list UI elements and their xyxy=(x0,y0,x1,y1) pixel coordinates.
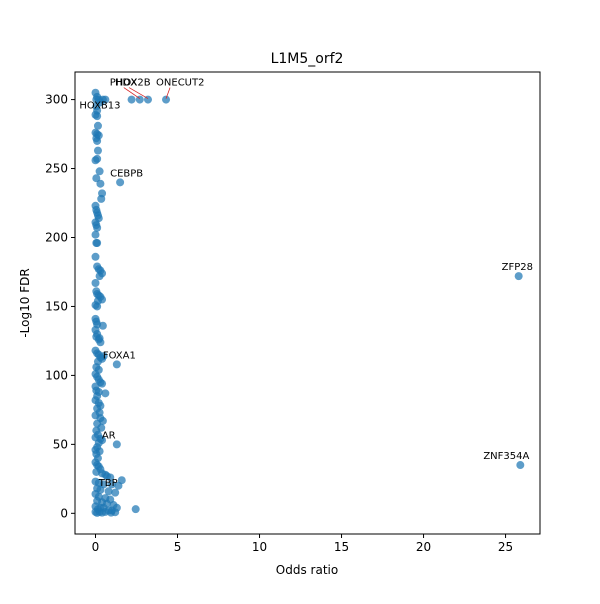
leader-line xyxy=(165,87,171,99)
data-point xyxy=(101,95,110,104)
data-point xyxy=(101,389,110,398)
data-point xyxy=(93,136,102,145)
data-point xyxy=(112,440,121,449)
data-point xyxy=(98,379,107,388)
data-point xyxy=(91,230,100,239)
point-label: ZFP28 xyxy=(502,262,533,273)
data-point xyxy=(91,252,100,261)
data-point xyxy=(98,321,107,330)
y-tick-label: 200 xyxy=(45,230,68,244)
data-point xyxy=(93,302,102,311)
data-point xyxy=(91,279,100,287)
x-tick-label: 25 xyxy=(498,540,513,554)
data-point xyxy=(93,223,102,232)
data-point xyxy=(96,179,105,188)
y-tick-label: 0 xyxy=(60,506,68,520)
data-point xyxy=(111,488,120,497)
x-axis-label: Odds ratio xyxy=(276,563,338,577)
data-point xyxy=(111,508,120,517)
data-point xyxy=(93,146,102,155)
leader-line xyxy=(123,87,141,99)
leader-line xyxy=(128,87,149,99)
y-tick-label: 150 xyxy=(45,299,68,313)
data-point xyxy=(95,334,104,343)
chart-title: L1M5_orf2 xyxy=(271,51,344,67)
point-label: AR xyxy=(102,430,116,441)
data-point xyxy=(97,194,106,203)
x-axis-ticks: 0 5 10 15 20 25 xyxy=(92,534,513,554)
data-point xyxy=(93,121,102,130)
point-label: ZNF354A xyxy=(483,451,529,462)
data-point xyxy=(93,508,102,517)
data-point xyxy=(162,95,171,104)
data-point xyxy=(112,360,121,369)
data-point xyxy=(95,272,104,281)
point-label: TBP xyxy=(98,478,118,489)
data-point xyxy=(106,473,115,482)
data-point xyxy=(95,167,104,176)
data-point xyxy=(92,174,101,183)
data-point xyxy=(516,461,525,470)
data-point xyxy=(114,481,123,490)
data-point xyxy=(93,239,102,248)
data-point xyxy=(99,352,108,361)
point-label: FOXA1 xyxy=(103,350,136,361)
axes-frame xyxy=(74,71,541,535)
data-point xyxy=(116,178,125,187)
point-label: PHOX2B xyxy=(110,78,151,89)
points-layer xyxy=(91,88,525,517)
y-tick-label: 100 xyxy=(45,368,68,382)
x-tick-label: 0 xyxy=(92,540,100,554)
x-tick-label: 20 xyxy=(416,540,431,554)
point-label: HDX xyxy=(115,78,137,89)
y-tick-label: 50 xyxy=(53,437,68,451)
y-axis-label: -Log10 FDR xyxy=(18,268,32,337)
data-point xyxy=(93,154,102,163)
y-tick-label: 250 xyxy=(45,162,68,176)
x-tick-label: 10 xyxy=(252,540,267,554)
leader-lines xyxy=(123,87,171,99)
point-label: HOXB13 xyxy=(79,101,120,112)
data-point xyxy=(107,480,116,489)
point-label: CEBPB xyxy=(110,168,143,179)
data-point xyxy=(104,487,113,496)
data-point xyxy=(127,95,136,104)
data-point xyxy=(93,112,102,121)
data-point xyxy=(131,505,140,514)
y-tick-label: 300 xyxy=(45,93,68,107)
data-point xyxy=(514,272,523,281)
point-label: ONECUT2 xyxy=(156,78,204,89)
x-tick-label: 5 xyxy=(174,540,182,554)
x-tick-label: 15 xyxy=(334,540,349,554)
y-axis-ticks: 0 50 100 150 200 250 300 xyxy=(45,93,75,520)
